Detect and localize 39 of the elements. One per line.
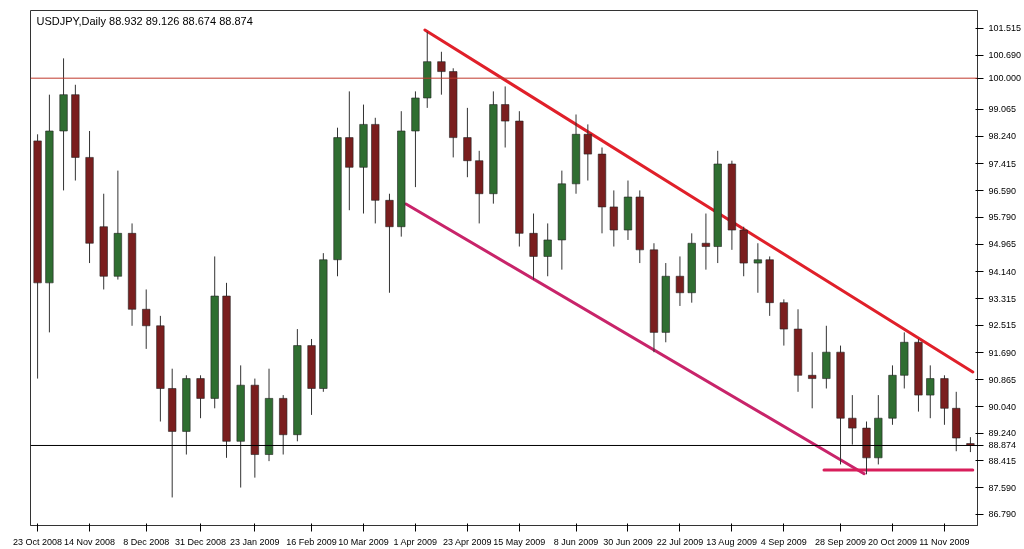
x-tick-label: 22 Jul 2009 [656, 536, 704, 547]
y-tick-label: 87.590 [988, 482, 1017, 493]
ref-line-label: 88.874 [988, 440, 1017, 451]
x-tick-label: 11 Nov 2009 [919, 536, 970, 547]
x-tick-label: 8 Jun 2009 [553, 536, 599, 547]
x-tick-label: 10 Mar 2009 [338, 536, 389, 547]
y-tick-label: 94.965 [988, 239, 1017, 250]
y-tick-label: 98.240 [988, 131, 1017, 142]
y-tick-label: 94.140 [988, 266, 1017, 277]
y-tick-label: 101.515 [988, 23, 1022, 34]
x-tick-label: 16 Feb 2009 [286, 536, 337, 547]
x-tick-label: 23 Oct 2008 [13, 536, 63, 547]
y-tick-label: 99.065 [988, 104, 1017, 115]
x-tick-label: 23 Apr 2009 [442, 536, 492, 547]
x-tick-label: 4 Sep 2009 [760, 536, 807, 547]
y-tick-label: 100.690 [988, 50, 1022, 61]
y-tick-label: 97.415 [988, 158, 1017, 169]
y-tick-label: 92.515 [988, 320, 1017, 331]
y-tick-label: 95.790 [988, 212, 1017, 223]
y-tick-label: 91.690 [988, 347, 1017, 358]
x-tick-label: 8 Dec 2008 [123, 536, 170, 547]
y-tick-label: 89.240 [988, 428, 1017, 439]
x-tick-label: 31 Dec 2008 [175, 536, 227, 547]
x-tick-label: 28 Sep 2009 [815, 536, 867, 547]
ref-line-label: 100.000 [988, 73, 1022, 84]
chart-title: USDJPY,Daily 88.932 89.126 88.674 88.874 [36, 14, 253, 27]
y-tick-label: 86.790 [988, 509, 1017, 520]
y-tick-label: 90.040 [988, 401, 1017, 412]
y-tick-label: 93.315 [988, 293, 1017, 304]
x-tick-label: 14 Nov 2008 [64, 536, 116, 547]
x-tick-label: 20 Oct 2009 [867, 536, 918, 547]
x-tick-label: 15 May 2009 [493, 536, 546, 547]
y-tick-label: 88.415 [988, 455, 1017, 466]
x-tick-label: 30 Jun 2009 [603, 536, 653, 547]
x-tick-label: 13 Aug 2009 [706, 536, 757, 547]
y-tick-label: 96.590 [988, 185, 1017, 196]
y-tick-label: 90.865 [988, 374, 1017, 385]
x-tick-label: 1 Apr 2009 [393, 536, 437, 547]
x-tick-label: 23 Jan 2009 [230, 536, 280, 547]
